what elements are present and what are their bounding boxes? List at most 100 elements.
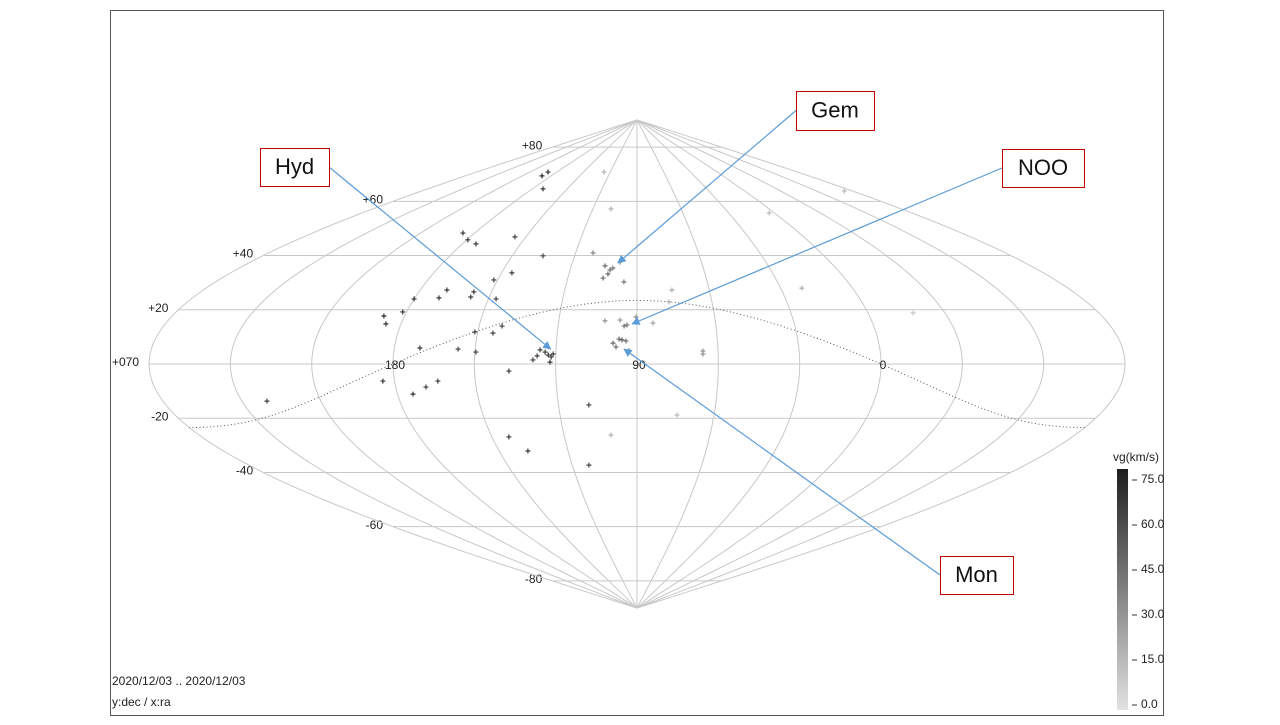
radiant-point <box>602 318 608 324</box>
grid-line <box>636 119 882 609</box>
radiant-point <box>472 329 478 335</box>
grid-line <box>636 119 1045 609</box>
y-tick-label: +40 <box>233 247 254 261</box>
radiant-point <box>674 412 680 418</box>
annotation-box <box>1002 149 1085 188</box>
radiant-point <box>473 349 479 355</box>
annotation-label: Gem <box>811 97 859 122</box>
radiant-point <box>623 338 629 344</box>
radiant-point <box>602 263 608 269</box>
radiant-point <box>545 169 551 175</box>
radiant-point <box>613 344 619 350</box>
annotation-box <box>796 91 875 131</box>
radiant-point <box>621 323 627 329</box>
y-tick-label: -80 <box>525 572 543 586</box>
grid-line <box>636 119 1126 609</box>
axes-note: y:dec / x:ra <box>112 695 171 709</box>
radiant-point <box>400 309 406 315</box>
grid-line <box>636 119 963 609</box>
radiant-point <box>512 234 518 240</box>
radiant-point <box>799 285 805 291</box>
grid-line <box>636 119 801 609</box>
radiant-point <box>608 206 614 212</box>
radiant-point <box>471 289 477 295</box>
radiant-point <box>600 275 606 281</box>
radiant-point <box>537 347 543 353</box>
radiant-point <box>586 462 592 468</box>
grid-line <box>311 119 638 609</box>
radiant-point <box>910 310 916 316</box>
x-tick-label: 0 <box>880 358 887 372</box>
radiant-point <box>435 378 441 384</box>
annotation-label: Hyd <box>275 154 314 179</box>
radiant-point <box>605 271 611 277</box>
colorbar <box>1117 469 1128 710</box>
radiant-point <box>616 336 622 342</box>
radiant-point <box>460 230 466 236</box>
annotation-label: Mon <box>955 562 998 587</box>
radiant-point <box>542 349 548 355</box>
y-tick-label: -40 <box>236 464 254 478</box>
y-tick-label: +070 <box>112 355 139 369</box>
radiant-point <box>617 317 623 323</box>
radiant-point <box>545 352 551 358</box>
colorbar-tick-label: 75.0 <box>1141 472 1165 486</box>
radiant-point <box>666 299 672 305</box>
radiant-point <box>530 357 536 363</box>
radiant-point <box>455 346 461 352</box>
radiant-point <box>444 287 450 293</box>
radiant-point <box>534 353 540 359</box>
radiant-point <box>550 351 556 357</box>
colorbar-tick-label: 60.0 <box>1141 517 1165 531</box>
radiant-point <box>590 250 596 256</box>
radiant-point <box>423 384 429 390</box>
x-tick-label: 180 <box>385 358 405 372</box>
radiant-point <box>436 295 442 301</box>
grid-line <box>229 119 638 609</box>
grid-line <box>392 119 638 609</box>
colorbar-tick-label: 0.0 <box>1141 697 1158 711</box>
y-tick-label: +20 <box>148 301 169 315</box>
radiant-point <box>619 337 625 343</box>
radiant-point <box>380 378 386 384</box>
annotation-arrow <box>623 348 941 576</box>
colorbar-tick-label: 45.0 <box>1141 562 1165 576</box>
grid-line <box>473 119 638 609</box>
radiant-point <box>491 277 497 283</box>
radiant-point <box>493 296 499 302</box>
radiant-point <box>506 434 512 440</box>
radiant-point <box>465 237 471 243</box>
radiant-point <box>766 210 772 216</box>
radiant-point <box>610 340 616 346</box>
annotation-arrow <box>631 167 1003 325</box>
radiant-point <box>410 391 416 397</box>
y-tick-label: +80 <box>522 138 543 152</box>
radiant-point <box>610 265 616 271</box>
grid-line <box>148 119 638 609</box>
colorbar-label: vg(km/s) <box>1113 450 1159 464</box>
annotation-label: NOO <box>1018 155 1068 180</box>
radiant-point <box>586 402 592 408</box>
radiant-point <box>650 320 656 326</box>
radiant-point <box>607 267 613 273</box>
radiant-point <box>499 323 505 329</box>
annotation-box <box>940 556 1014 595</box>
radiant-point <box>540 186 546 192</box>
radiant-point <box>841 188 847 194</box>
radiant-point <box>624 322 630 328</box>
radiant-point <box>539 173 545 179</box>
y-tick-label: +60 <box>363 193 384 207</box>
date-range: 2020/12/03 .. 2020/12/03 <box>112 674 246 688</box>
radiant-point <box>547 359 553 365</box>
radiant-point <box>411 296 417 302</box>
y-tick-label: -20 <box>151 409 169 423</box>
radiant-point <box>621 279 627 285</box>
radiant-point <box>509 270 515 276</box>
radiant-point <box>468 294 474 300</box>
radiant-point <box>383 321 389 327</box>
radiant-point <box>264 398 270 404</box>
radiant-point <box>506 368 512 374</box>
annotation-arrow <box>328 166 552 350</box>
